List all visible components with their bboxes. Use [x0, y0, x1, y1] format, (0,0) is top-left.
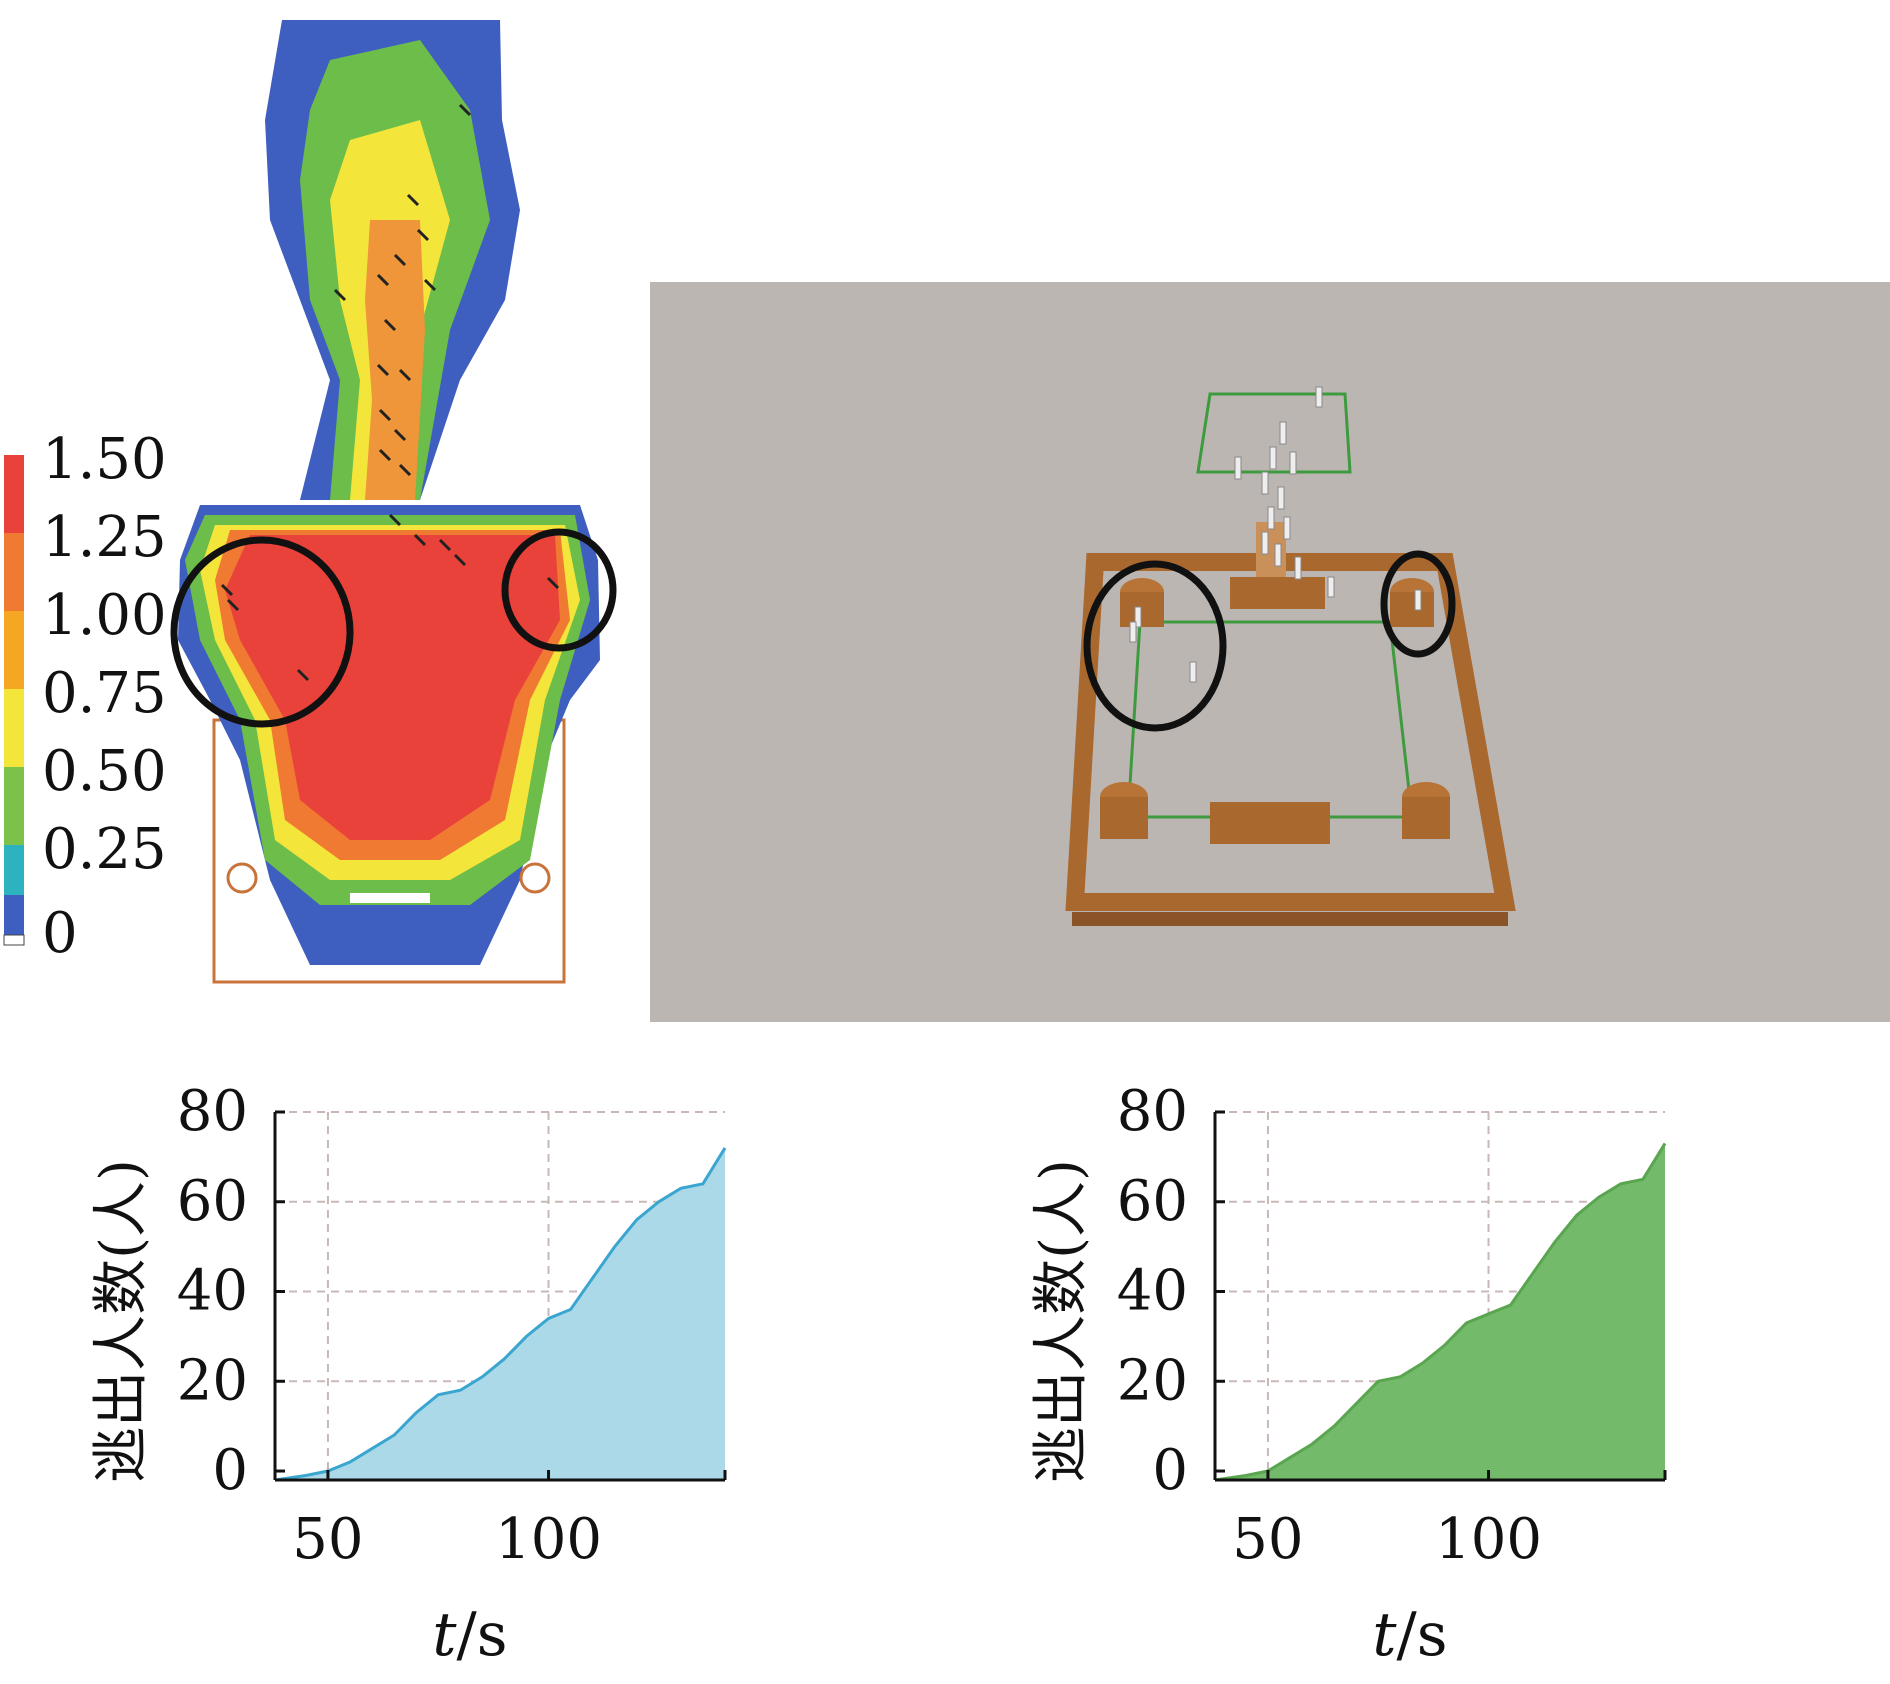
colorbar-band-4: [4, 689, 24, 767]
y-axis-label: 逃出人数(人): [89, 1159, 154, 1483]
x-tick-label: 100: [1435, 1507, 1542, 1572]
colorbar-tick-label: 1.50: [42, 427, 167, 492]
x-axis-label: t/s: [1372, 1600, 1447, 1670]
pillar-top-left-body: [1120, 592, 1164, 627]
colorbar-band-2: [4, 533, 24, 611]
x-axis-label: t/s: [432, 1600, 507, 1670]
area-chart-left: 80 60 40 20 0 50 100 t/s 逃出人数(人): [89, 1079, 727, 1670]
desk-front: [1210, 802, 1330, 844]
pedestrian-markers: [220, 103, 560, 682]
y-tick-label: 0: [212, 1438, 248, 1503]
colorbar-band-zero: [3, 934, 25, 946]
y-axis-label: 逃出人数(人): [1029, 1159, 1094, 1483]
area-fill: [275, 1147, 725, 1480]
pillar-bottom-left-body: [1100, 797, 1148, 839]
room-walls: [1065, 553, 1516, 926]
colorbar-tick-label: 0.25: [42, 817, 167, 882]
table: [350, 893, 430, 903]
seat-right: [519, 862, 551, 894]
evacuees: [1129, 386, 1422, 683]
pillar-bottom-right-body: [1402, 797, 1450, 839]
x-tick-label: 100: [495, 1507, 602, 1572]
density-heatmap-panel: 1.50 1.25 1.00 0.75 0.50 0.25 0: [0, 0, 640, 1000]
hall-max-density: [225, 535, 560, 840]
y-tick-label: 60: [177, 1169, 248, 1234]
y-tick-label: 40: [1117, 1259, 1188, 1324]
colorbar: 1.50 1.25 1.00 0.75 0.50 0.25 0: [3, 427, 167, 966]
x-tick-label: 50: [1232, 1507, 1303, 1572]
colorbar-tick-label: 0.50: [42, 739, 167, 804]
congestion-circle-left: [170, 536, 354, 728]
x-tick-label: 50: [292, 1507, 363, 1572]
area-fill: [1215, 1143, 1665, 1480]
colorbar-band-1: [4, 455, 24, 533]
desk-back: [1230, 577, 1325, 609]
outer-wall: [1065, 553, 1516, 911]
y-tick-label: 40: [177, 1259, 248, 1324]
colorbar-band-3: [4, 611, 24, 689]
colorbar-band-5: [4, 767, 24, 845]
colorbar-tick-label: 1.00: [42, 583, 167, 648]
front-wall-edge: [1072, 912, 1508, 926]
y-tick-label: 20: [177, 1348, 248, 1413]
evacuees-chart-left: 80 60 40 20 0 50 100 t/s 逃出人数(人): [60, 1040, 760, 1680]
upper-room-outline: [1196, 392, 1352, 474]
corridor-peak-density: [365, 220, 425, 500]
y-tick-label: 0: [1152, 1438, 1188, 1503]
density-heatmap: 1.50 1.25 1.00 0.75 0.50 0.25 0: [3, 20, 617, 984]
colorbar-tick-label: 0: [42, 901, 78, 966]
congestion-circle-right: [501, 528, 617, 652]
pillar-top-right-body: [1390, 592, 1434, 627]
colorbar-tick-label: 1.25: [42, 505, 167, 570]
congestion-circle-left: [1083, 560, 1227, 732]
colorbar-tick-label: 0.75: [42, 661, 167, 726]
y-tick-label: 80: [1117, 1079, 1188, 1144]
evacuees-chart-right: 80 60 40 20 0 50 100 t/s 逃出人数(人): [1000, 1040, 1700, 1680]
y-tick-label: 60: [1117, 1169, 1188, 1234]
area-line: [274, 1147, 727, 1482]
area-chart-right: 80 60 40 20 0 50 100 t/s 逃出人数(人): [1029, 1079, 1667, 1670]
seat-left: [226, 862, 258, 894]
evacuation-3d-scene: [650, 282, 1890, 1022]
area-line: [1214, 1142, 1667, 1482]
y-tick-label: 80: [177, 1079, 248, 1144]
colorbar-band-6: [4, 845, 24, 895]
scene-view: [650, 282, 1890, 1022]
congestion-circle-right: [1380, 550, 1456, 658]
y-tick-label: 20: [1117, 1348, 1188, 1413]
colorbar-band-7: [4, 895, 24, 935]
